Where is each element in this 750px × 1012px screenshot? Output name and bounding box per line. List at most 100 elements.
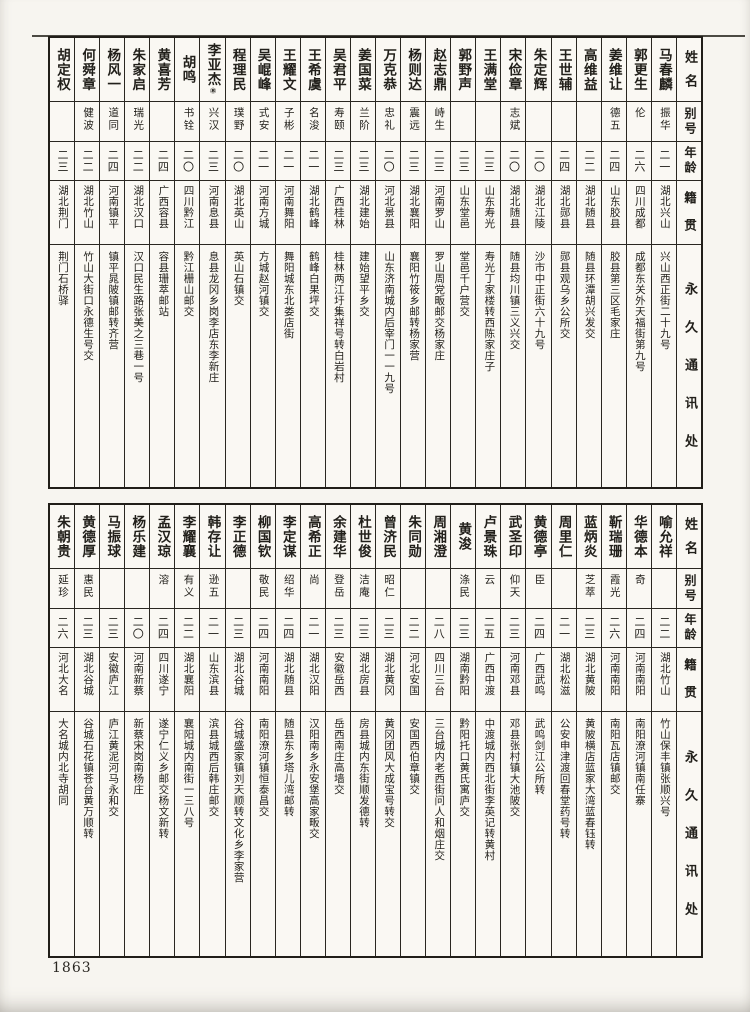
entry-alias: 溶 xyxy=(150,569,175,609)
directory-entry-column: 王满堂 二三 山东寿光 寿光丁家楼转西陈家庄子 xyxy=(475,38,501,487)
entry-address: 镇平晁陂镇邮转齐营 xyxy=(107,251,120,350)
entry-age: 二三 xyxy=(451,142,476,181)
entry-age: 二三 xyxy=(401,142,426,181)
entry-age: 二二 xyxy=(651,609,676,648)
directory-entry-column: 李正德 二三 湖北谷城 谷城盛家镇刘天顺转文化乡李家营 xyxy=(224,505,250,956)
entry-alias: 奇 xyxy=(626,569,651,609)
entry-name: 华德本 xyxy=(626,505,651,569)
entry-age: 二三 xyxy=(200,142,225,181)
directory-table-bottom: 姓名 别号 年龄 籍贯 永久通讯处 喻允祥 二二 湖北竹山 竹山保丰镇张顺兴号 … xyxy=(48,503,703,958)
entry-name: 朱定辉 xyxy=(526,38,551,102)
header-name-label: 姓名 xyxy=(676,38,701,102)
entry-alias: 伦 xyxy=(626,102,651,142)
entry-name: 姜维让 xyxy=(601,38,626,102)
entry-address: 襄阳城内南街一三八号 xyxy=(182,718,195,828)
directory-entry-column: 郭更生 伦 二六 四川成都 成都东关外天福街第九号 xyxy=(625,38,651,487)
entry-address: 中渡城内西北街李英记转黄村 xyxy=(483,718,496,861)
entry-name: 王耀文 xyxy=(275,38,300,102)
directory-entry-column: 程理民 璞野 二〇 湖北英山 英山石镇交 xyxy=(224,38,250,487)
table-header-column: 姓名 别号 年龄 籍贯 永久通讯处 xyxy=(675,38,701,487)
entry-native-place: 湖北鹤峰 xyxy=(300,181,325,245)
entry-age: 二四 xyxy=(526,609,551,648)
entry-native-place: 湖北郧县 xyxy=(551,181,576,245)
entry-age: 二三 xyxy=(325,142,350,181)
entry-age: 二四 xyxy=(601,142,626,181)
entry-age: 二五 xyxy=(476,609,501,648)
entry-name: 高希正 xyxy=(300,505,325,569)
entry-native-place: 河北景县 xyxy=(375,181,401,245)
entry-name: 宋俭章 xyxy=(501,38,526,102)
directory-entry-column: 朱定辉 二〇 湖北江陵 沙市中正街六十九号 xyxy=(525,38,551,487)
entry-address: 桂林两江圩集祥号转白岩村 xyxy=(332,251,345,383)
entry-native-place: 湖北竹山 xyxy=(651,648,676,712)
entry-address: 山东济南城内后宰门一一九号 xyxy=(383,251,396,394)
entry-alias: 有义 xyxy=(175,569,200,609)
entry-age: 二四 xyxy=(150,609,175,648)
entry-native-place: 湖北竹山 xyxy=(75,181,100,245)
entry-native-place: 河南息县 xyxy=(200,181,225,245)
entry-address: 大名城内北寺胡同 xyxy=(57,718,70,806)
entry-age: 二三 xyxy=(225,609,250,648)
entry-age: 二三 xyxy=(100,609,125,648)
entry-age: 二〇 xyxy=(225,142,250,181)
entry-alias: 忠礼 xyxy=(375,102,401,142)
entry-name: 黄德亭 xyxy=(526,505,551,569)
header-name-label: 姓名 xyxy=(676,505,701,569)
directory-entry-column: 马春麟 振华 二一 湖北兴山 兴山西正街二十九号 xyxy=(650,38,676,487)
entry-address: 南阳潦河镇恒泰昌交 xyxy=(257,718,270,817)
entry-age: 二三 xyxy=(350,142,375,181)
entry-age: 二〇 xyxy=(375,142,401,181)
entry-native-place: 湖北英山 xyxy=(225,181,250,245)
entry-age: 二六 xyxy=(626,142,651,181)
entry-name: 曾济民 xyxy=(375,505,401,569)
entry-native-place: 湖北荆门 xyxy=(49,181,75,245)
directory-entry-column: 李亚杰⑧ 兴汉 二三 河南息县 息县龙冈乡岗李店东李新庄 xyxy=(199,38,225,487)
entry-native-place: 河南舞阳 xyxy=(275,181,300,245)
entry-name: 孟汉琼 xyxy=(150,505,175,569)
entry-address: 庐江黄泥河马永和交 xyxy=(107,718,120,817)
directory-entry-column: 郭野声 二三 山东堂邑 堂邑千户营交 xyxy=(450,38,476,487)
entry-alias: 式安 xyxy=(250,102,275,142)
entry-age: 二八 xyxy=(426,609,451,648)
entry-name: 靳瑞珊 xyxy=(601,505,626,569)
entry-alias: 洁庵 xyxy=(350,569,375,609)
entry-alias xyxy=(651,569,676,609)
entry-address: 罗山周党畈邮交杨家庄 xyxy=(433,251,446,361)
entry-name: 李耀襄 xyxy=(175,505,200,569)
entry-age: 二一 xyxy=(275,142,300,181)
entry-alias xyxy=(100,569,125,609)
entry-address: 随县东乡塔儿湾邮转 xyxy=(282,718,295,817)
entry-alias xyxy=(150,102,175,142)
entry-address: 谷城石花镇苍台黄万顺转 xyxy=(82,718,95,839)
entry-age: 二一 xyxy=(651,142,676,181)
directory-entry-column: 王世辅 二四 湖北郧县 郧县观乌乡公所交 xyxy=(550,38,576,487)
directory-entry-column: 姜维让 德五 二四 山东胶县 胶县第三区毛家庄 xyxy=(600,38,626,487)
entry-address: 公安申津渡回春堂药号转 xyxy=(558,718,571,839)
entry-name: 杜世俊 xyxy=(350,505,375,569)
entry-alias: 瑞光 xyxy=(125,102,150,142)
entry-native-place: 四川遂宁 xyxy=(150,648,175,712)
entry-address: 黄陂横店蓝家大湾蓝春钰转 xyxy=(583,718,596,850)
entry-age: 二二 xyxy=(75,142,100,181)
entry-age: 二一 xyxy=(300,142,325,181)
entry-name: 马振球 xyxy=(100,505,125,569)
entry-alias: 涤民 xyxy=(451,569,476,609)
directory-entry-column: 王希虞 名浚 二一 湖北鹤峰 鹤峰白果坪交 xyxy=(299,38,325,487)
entry-address: 汉阳南乡永安堡高家畈交 xyxy=(307,718,320,839)
entry-native-place: 湖北汉口 xyxy=(125,181,150,245)
entry-address: 随县环潭胡兴发交 xyxy=(583,251,596,339)
entry-alias: 臣 xyxy=(526,569,551,609)
header-age-label: 年龄 xyxy=(676,609,701,648)
directory-entry-column: 华德本 奇 二四 河南南阳 南阳潦河镇南任寨 xyxy=(625,505,651,956)
entry-age: 二三 xyxy=(426,142,451,181)
header-address-label: 永久通讯处 xyxy=(682,750,697,940)
directory-entry-column: 喻允祥 二二 湖北竹山 竹山保丰镇张顺兴号 xyxy=(650,505,676,956)
entry-name: 胡鸣 xyxy=(175,38,200,102)
directory-entry-column: 姜国菜 兰阶 二三 湖北建始 建始望平乡交 xyxy=(349,38,375,487)
entry-name: 郭更生 xyxy=(626,38,651,102)
directory-entry-column: 韩存让 逊五 二一 山东滨县 滨县城西后韩庄邮交 xyxy=(199,505,225,956)
entry-alias: 登岳 xyxy=(325,569,350,609)
entry-alias: 璞野 xyxy=(225,102,250,142)
directory-entry-column: 何舜章 健波 二二 湖北竹山 竹山大街口永德生号交 xyxy=(74,38,100,487)
entry-native-place: 四川黔江 xyxy=(175,181,200,245)
